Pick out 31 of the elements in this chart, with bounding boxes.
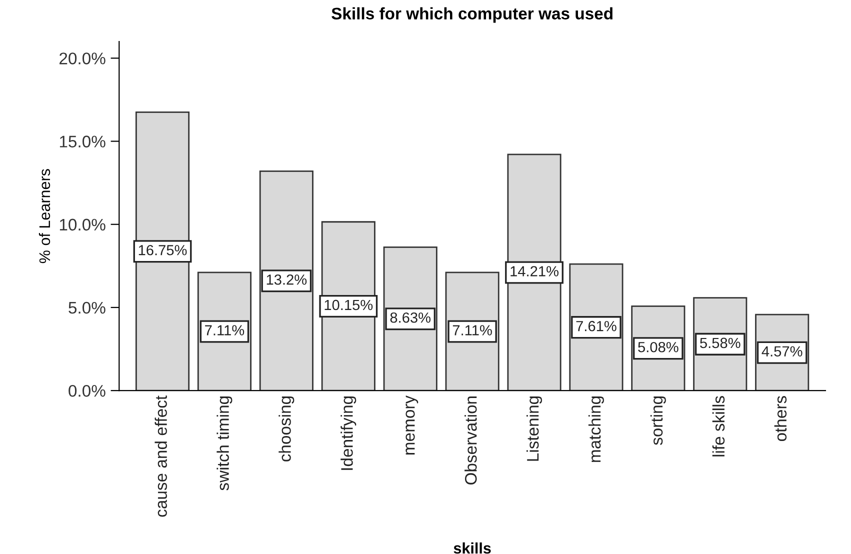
x-tick-label: matching — [588, 396, 604, 462]
data-label: 7.61% — [576, 320, 616, 332]
data-label: 10.15% — [324, 300, 373, 310]
x-tick-label: memory — [406, 395, 418, 455]
y-tick-label: 0.0% — [68, 384, 106, 397]
data-label: 14.21% — [510, 266, 558, 276]
y-tick-label: 5.0% — [68, 302, 106, 314]
data-label: 16.75% — [138, 244, 187, 256]
data-label: 5.58% — [700, 338, 740, 348]
x-tick-label: Identifying — [340, 396, 356, 470]
y-tick-label: 20.0% — [60, 52, 106, 64]
x-tick-label: sorting — [650, 396, 666, 445]
y-tick-label: 15.0% — [60, 136, 106, 148]
y-axis-title: % of Learners — [38, 169, 50, 264]
data-label: 7.11% — [205, 325, 244, 336]
x-axis-title: skills — [454, 542, 491, 554]
chart-title: Skills for which computer was used — [332, 7, 612, 23]
x-tick-label: others — [774, 396, 787, 442]
x-tick-label: life skills — [712, 396, 725, 456]
bar — [259, 170, 314, 391]
data-label: 7.11% — [452, 325, 492, 336]
y-tick-label: 10.0% — [60, 218, 106, 231]
x-tick-label: cause and effect — [154, 396, 167, 517]
data-label: 13.2% — [266, 274, 307, 285]
x-tick-label: switch timing — [216, 396, 232, 490]
data-label: 5.08% — [638, 342, 678, 352]
data-label: 8.63% — [390, 312, 431, 323]
x-tick-label: choosing — [278, 396, 294, 462]
x-tick-label: Observation — [464, 396, 477, 484]
data-label: 4.57% — [762, 346, 802, 357]
x-tick-label: Listening — [526, 396, 542, 461]
